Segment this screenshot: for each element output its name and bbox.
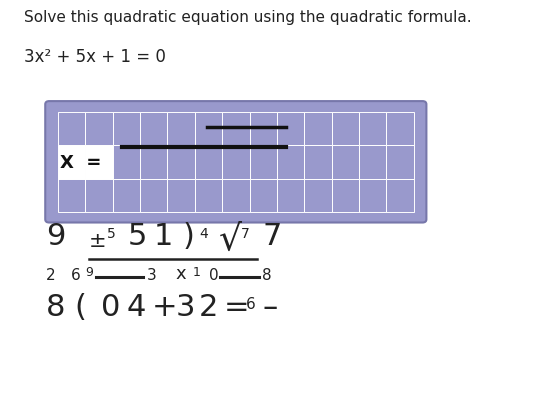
Bar xyxy=(112,146,140,179)
Bar xyxy=(85,146,112,179)
Text: (: ( xyxy=(74,292,87,321)
Bar xyxy=(58,112,85,146)
Bar xyxy=(277,112,304,146)
Bar xyxy=(140,112,167,146)
Bar xyxy=(58,179,85,213)
FancyBboxPatch shape xyxy=(45,102,426,223)
Text: 5: 5 xyxy=(107,227,116,241)
Text: Solve this quadratic equation using the quadratic formula.: Solve this quadratic equation using the … xyxy=(24,10,472,25)
Bar xyxy=(222,146,249,179)
Text: √: √ xyxy=(219,223,242,257)
Bar xyxy=(332,146,359,179)
Bar xyxy=(332,179,359,213)
Bar xyxy=(195,179,222,213)
Bar xyxy=(167,112,195,146)
Text: 1: 1 xyxy=(193,266,201,279)
Bar xyxy=(222,179,249,213)
Bar xyxy=(304,112,332,146)
Text: 1: 1 xyxy=(154,222,173,251)
Text: 9: 9 xyxy=(45,222,65,251)
Text: ): ) xyxy=(183,222,195,251)
Bar xyxy=(359,179,386,213)
Bar xyxy=(386,112,414,146)
Bar xyxy=(112,179,140,213)
Text: X  =: X = xyxy=(60,154,102,171)
Text: 0: 0 xyxy=(209,268,219,283)
Text: –: – xyxy=(262,292,278,321)
Text: ±: ± xyxy=(89,231,106,251)
Bar xyxy=(304,146,332,179)
Bar xyxy=(58,146,85,179)
Bar xyxy=(386,146,414,179)
Text: 4: 4 xyxy=(126,292,146,321)
Bar xyxy=(359,112,386,146)
Text: 6: 6 xyxy=(246,296,255,311)
Bar xyxy=(359,146,386,179)
Text: 4: 4 xyxy=(200,227,209,241)
Bar xyxy=(85,112,112,146)
Bar xyxy=(140,179,167,213)
Bar xyxy=(195,146,222,179)
Bar xyxy=(112,112,140,146)
Bar xyxy=(277,179,304,213)
Bar xyxy=(386,179,414,213)
Text: 3x² + 5x + 1 = 0: 3x² + 5x + 1 = 0 xyxy=(24,48,166,66)
Bar xyxy=(249,179,277,213)
Bar xyxy=(195,112,222,146)
Text: +: + xyxy=(151,292,177,321)
Text: 7: 7 xyxy=(241,227,249,241)
Text: 0: 0 xyxy=(101,292,120,321)
Bar xyxy=(222,112,249,146)
Bar xyxy=(85,179,112,213)
Text: 9: 9 xyxy=(86,266,94,279)
Text: 8: 8 xyxy=(45,292,65,321)
Bar xyxy=(249,112,277,146)
Text: 5: 5 xyxy=(127,222,147,251)
Bar xyxy=(249,146,277,179)
Text: =: = xyxy=(223,292,249,321)
Text: 7: 7 xyxy=(262,222,281,251)
Bar xyxy=(167,179,195,213)
Bar xyxy=(332,112,359,146)
Text: 2: 2 xyxy=(199,292,218,321)
Text: 2: 2 xyxy=(45,268,55,283)
Text: x: x xyxy=(175,265,186,283)
Bar xyxy=(304,179,332,213)
Bar xyxy=(140,146,167,179)
Text: 3: 3 xyxy=(147,268,157,283)
Text: 6: 6 xyxy=(71,268,81,283)
Text: 8: 8 xyxy=(262,268,272,283)
Text: 3: 3 xyxy=(175,292,195,321)
Bar xyxy=(167,146,195,179)
Bar xyxy=(277,146,304,179)
